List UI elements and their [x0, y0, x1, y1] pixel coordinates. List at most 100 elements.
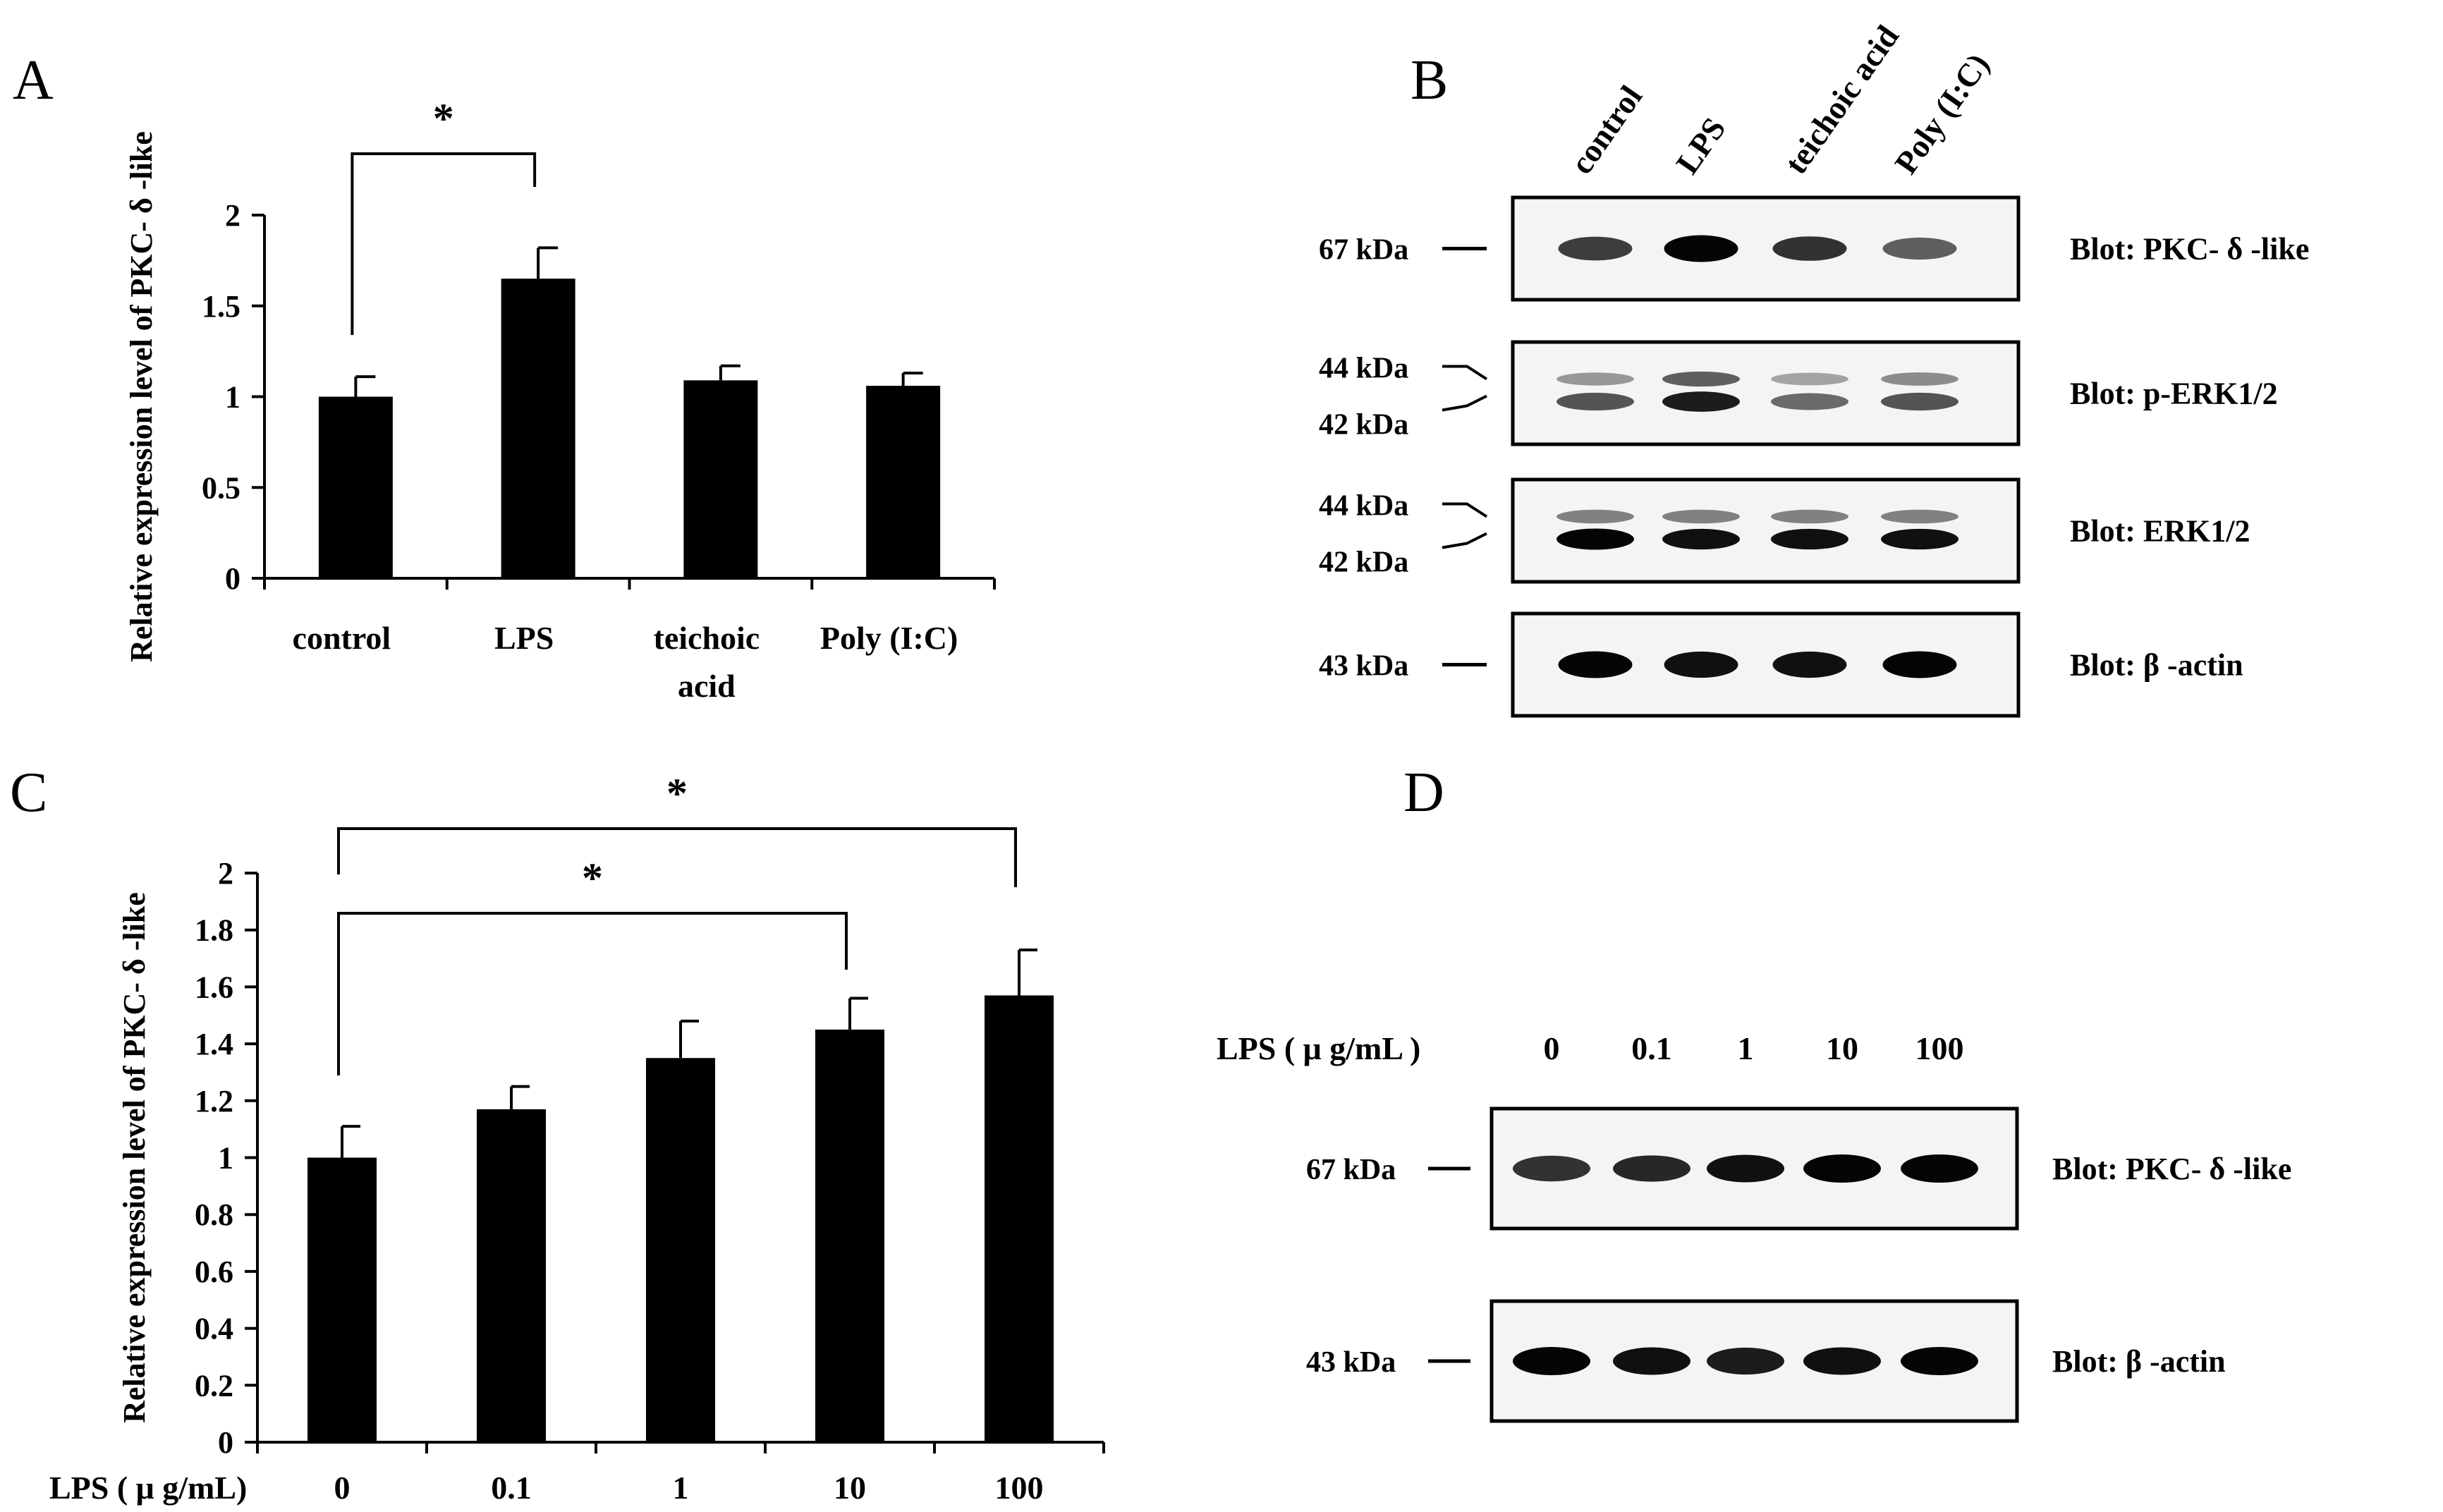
significance-star: *: [433, 95, 454, 142]
blot-band: [1882, 651, 1957, 678]
blot-band: [1881, 528, 1958, 550]
y-axis-label: Relative expression level of PKC- δ -lik…: [124, 131, 159, 662]
y-tick-label: 0.2: [195, 1368, 233, 1403]
significance-star: *: [582, 855, 603, 901]
y-tick-label: 0: [218, 1425, 233, 1460]
blot-band: [1558, 651, 1633, 678]
western-blot-d: LPS ( μ g/mL ) 0 0.1 1 10 100 67 kDa Blot: PKC-…: [1217, 1030, 2291, 1423]
blot-band: [1882, 237, 1957, 260]
y-tick-label: 1: [225, 380, 240, 415]
blot-band: [1556, 528, 1634, 550]
blot-band: [1556, 372, 1634, 386]
blot-band: [1881, 372, 1958, 386]
lane-label: LPS: [1669, 111, 1732, 180]
blot-band: [1771, 393, 1848, 410]
blot-band: [1707, 1154, 1784, 1183]
lane-label: control: [1563, 79, 1649, 181]
bar: [866, 386, 941, 578]
lane-label: 1: [1738, 1030, 1754, 1066]
blot-band: [1558, 236, 1633, 261]
kda-marker: 67 kDa: [1306, 1154, 1396, 1186]
blot-band: [1707, 1347, 1784, 1375]
x-tick-label: teichoic: [654, 620, 760, 656]
y-tick-label: 0.6: [195, 1255, 233, 1289]
blot-band: [1513, 1347, 1590, 1375]
marker-line: [1442, 532, 1487, 549]
x-tick-label: acid: [678, 668, 736, 704]
y-tick-label: 0.8: [195, 1197, 233, 1232]
y-tick-label: 1: [218, 1141, 233, 1176]
y-tick-label: 1.2: [195, 1084, 233, 1118]
y-tick-label: 0: [225, 561, 240, 596]
blot-label: Blot: β -actin: [2070, 648, 2243, 683]
y-tick-label: 0.5: [202, 470, 240, 505]
significance-bracket: [351, 152, 537, 335]
blot-band: [1803, 1154, 1881, 1183]
bar: [501, 279, 575, 578]
x-tick-label: 0.1: [491, 1470, 532, 1506]
kda-marker: 42 kDa: [1319, 409, 1408, 441]
blot-band: [1556, 392, 1634, 411]
y-tick-label: 0.4: [195, 1312, 233, 1346]
blot-band: [1613, 1155, 1690, 1182]
kda-marker: 67 kDa: [1319, 234, 1408, 267]
x-tick-label: 0: [334, 1470, 351, 1506]
bar: [683, 380, 758, 578]
blot-band: [1662, 528, 1740, 550]
blot-band: [1901, 1154, 1978, 1183]
blot-band: [1771, 528, 1848, 550]
x-tick-label: 1: [673, 1470, 689, 1506]
blot-band: [1881, 392, 1958, 411]
blot-label: Blot: PKC- δ -like: [2070, 232, 2309, 267]
bar: [985, 995, 1054, 1442]
significance-star: *: [666, 770, 688, 817]
blot-label: Blot: β -actin: [2052, 1344, 2226, 1379]
kda-marker: 43 kDa: [1319, 650, 1408, 683]
blot-label: Blot: p-ERK1/2: [2070, 377, 2278, 411]
kda-marker: 42 kDa: [1319, 547, 1408, 579]
blot-band: [1772, 236, 1847, 261]
bar-chart-a: 0 0.5 1 1.5 2 control LPS teichoic acid Poly (I:C…: [124, 95, 996, 704]
significance-bracket: [337, 912, 848, 1075]
bar: [307, 1157, 377, 1442]
y-tick-label: 1.6: [195, 970, 233, 1004]
x-axis-label: LPS ( μ g/mL): [49, 1470, 247, 1506]
kda-marker: 43 kDa: [1306, 1346, 1396, 1379]
y-axis-label: Relative expression level of PKC- δ -lik…: [117, 892, 152, 1423]
lane-label: 100: [1915, 1030, 1964, 1066]
lane-label: 10: [1826, 1030, 1858, 1066]
panel-letter-c: C: [10, 762, 47, 824]
kda-marker: 44 kDa: [1319, 490, 1408, 523]
marker-line: [1442, 365, 1488, 381]
y-tick-label: 1.4: [195, 1027, 233, 1061]
x-tick-label: control: [293, 620, 391, 656]
blot-band: [1664, 235, 1738, 262]
lane-label: 0.1: [1631, 1030, 1672, 1066]
y-tick-label: 2: [218, 856, 233, 891]
blot-band: [1513, 1155, 1590, 1182]
x-tick-label: LPS: [494, 620, 554, 656]
lane-label: teichoic acid: [1777, 18, 1906, 180]
blot-band: [1662, 391, 1740, 412]
lane-label: 0: [1544, 1030, 1560, 1066]
x-tick-label: Poly (I:C): [820, 620, 958, 656]
panel-letter-a: A: [13, 49, 54, 111]
bar: [815, 1029, 884, 1442]
y-tick-label: 1.5: [202, 289, 240, 324]
blot-band: [1662, 509, 1740, 524]
blot-band: [1771, 372, 1848, 386]
lane-axis-label: LPS ( μ g/mL ): [1217, 1030, 1420, 1066]
bar: [318, 396, 393, 578]
blot-band: [1613, 1347, 1690, 1375]
blot-label: Blot: PKC- δ -like: [2052, 1152, 2291, 1186]
blot-band: [1771, 509, 1848, 524]
y-tick-label: 1.8: [195, 913, 233, 948]
blot-band: [1556, 509, 1634, 524]
y-tick-label: 2: [225, 198, 240, 233]
panel-letter-b: B: [1411, 49, 1448, 111]
marker-line: [1442, 394, 1487, 412]
blot-label: Blot: ERK1/2: [2070, 514, 2250, 549]
significance-bracket: [337, 827, 1017, 887]
